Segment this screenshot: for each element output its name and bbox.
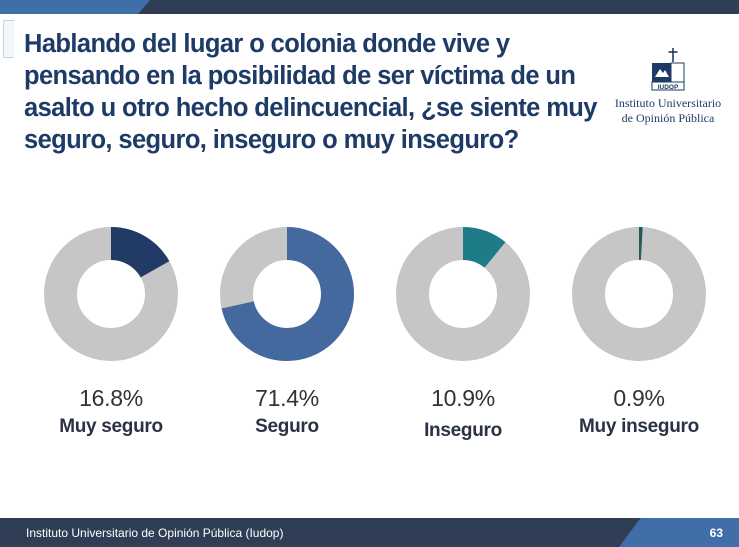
value-label-muy-seguro: 16.8% <box>79 385 143 411</box>
top-bar <box>0 0 739 14</box>
top-accent-stripe <box>0 0 150 14</box>
donut-slice-inseguro <box>396 227 530 361</box>
category-label-seguro: Seguro <box>255 416 319 437</box>
value-label-inseguro: 10.9% <box>431 385 495 411</box>
iudop-logo: IUDOP Instituto Universitario de Opinión… <box>612 46 724 126</box>
title-marker <box>3 20 14 58</box>
value-label-muy-inseguro: 0.9% <box>613 385 665 411</box>
donut-slice-muy-inseguro <box>572 227 706 361</box>
donut-chart-inseguro <box>396 227 530 361</box>
survey-question: Hablando del lugar o colonia donde vive … <box>24 30 597 154</box>
logo-line-2: de Opinión Pública <box>621 111 715 125</box>
page-number: 63 <box>709 526 723 540</box>
footer-accent-stripe <box>619 518 739 547</box>
category-label-inseguro: Inseguro <box>424 420 502 441</box>
donut-chart-muy-inseguro <box>572 227 706 361</box>
svg-text:IUDOP: IUDOP <box>658 84 679 91</box>
iudop-logo-icon: IUDOP <box>651 48 685 91</box>
donut-chart-muy-seguro <box>44 227 178 361</box>
footer-bar: Instituto Universitario de Opinión Públi… <box>0 518 739 547</box>
donut-chart-seguro <box>220 227 354 361</box>
category-label-muy-seguro: Muy seguro <box>59 416 163 437</box>
value-label-seguro: 71.4% <box>255 385 319 411</box>
category-label-muy-inseguro: Muy inseguro <box>579 416 699 437</box>
logo-line-1: Instituto Universitario <box>614 96 722 110</box>
donut-slice-seguro <box>220 227 354 361</box>
footer-institution: Instituto Universitario de Opinión Públi… <box>26 526 284 540</box>
donut-slice-muy-seguro <box>44 227 178 361</box>
